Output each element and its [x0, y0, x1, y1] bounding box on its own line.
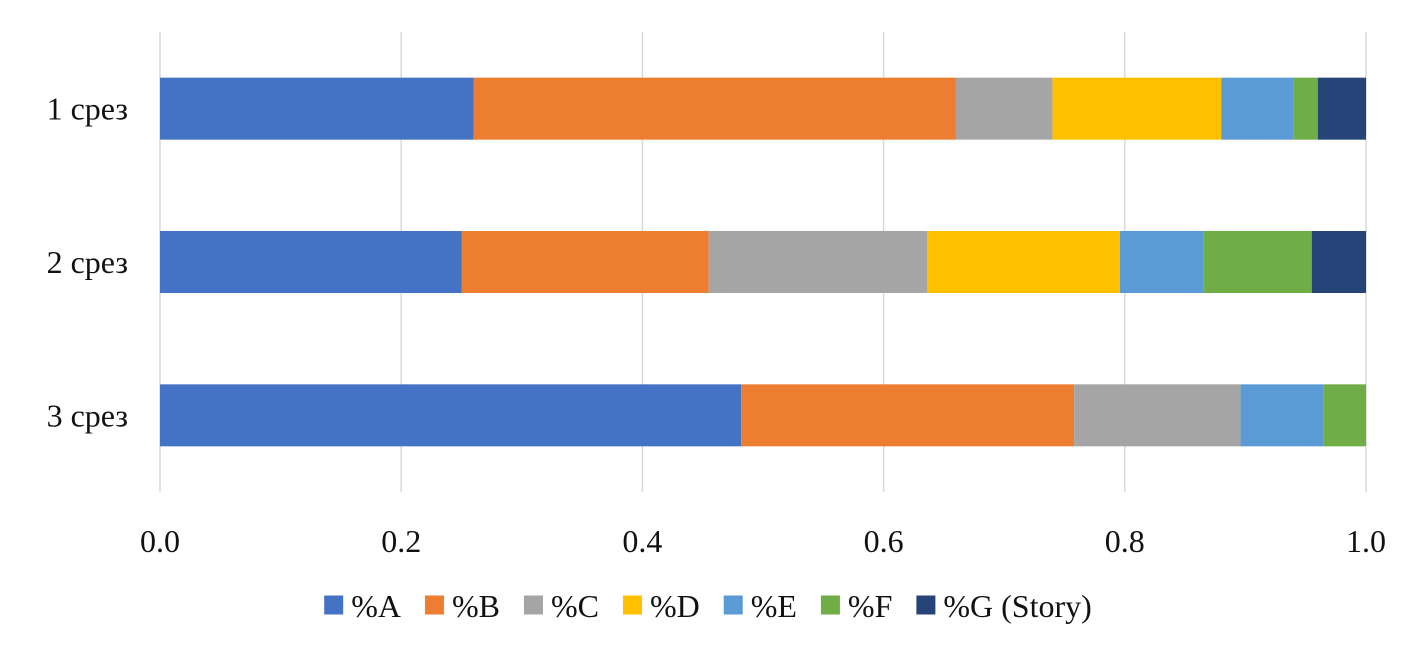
- legend-item-3: %D: [622, 588, 700, 624]
- x-tick-label: 0.0: [140, 523, 180, 559]
- legend-item-1: %B: [424, 588, 500, 624]
- legend-label: %D: [650, 588, 700, 624]
- category-label-1: 1 срез: [47, 91, 128, 127]
- bar-segment-3-2: [1074, 384, 1241, 447]
- legend-item-2: %C: [523, 588, 599, 624]
- legend-swatch: [820, 595, 840, 615]
- legend-item-6: %G (Story): [916, 588, 1092, 624]
- x-axis: 0.0 0.2 0.4 0.6 0.8 1.0: [140, 523, 1386, 559]
- x-tick-label: 0.2: [381, 523, 421, 559]
- legend-label: %A: [351, 588, 401, 624]
- legend-swatch: [916, 595, 936, 615]
- bar-segment-1-6: [1317, 77, 1366, 140]
- legend-label: %B: [452, 588, 500, 624]
- bar-segment-2-2: [708, 231, 928, 293]
- bars-layer: [160, 77, 1366, 447]
- legend-item-5: %F: [820, 588, 892, 624]
- y-axis: 1 срез 2 срез 3 срез: [47, 91, 128, 434]
- bar-segment-3-1: [741, 384, 1075, 447]
- legend-label: %E: [751, 588, 797, 624]
- bar-segment-1-4: [1221, 77, 1294, 140]
- x-tick-label: 0.4: [622, 523, 662, 559]
- bar-segment-2-1: [461, 231, 709, 293]
- legend-label: %C: [551, 588, 599, 624]
- x-tick-label: 0.8: [1105, 523, 1145, 559]
- bar-segment-2-6: [1311, 231, 1366, 293]
- x-tick-label: 0.6: [864, 523, 904, 559]
- bar-segment-2-5: [1203, 231, 1312, 293]
- legend-swatch: [723, 595, 743, 615]
- legend-swatch: [622, 595, 642, 615]
- legend-label: %F: [848, 588, 892, 624]
- bar-segment-3-4: [1240, 384, 1324, 447]
- bar-segment-2-0: [160, 231, 462, 293]
- bar-segment-1-2: [955, 77, 1053, 140]
- bar-segment-1-1: [473, 77, 956, 140]
- bar-segment-2-3: [927, 231, 1120, 293]
- legend: %A %B %C %D %E %F %G (Story): [324, 588, 1092, 624]
- legend-label: %G (Story): [943, 588, 1091, 624]
- x-tick-label: 1.0: [1346, 523, 1386, 559]
- bar-segment-1-5: [1293, 77, 1318, 140]
- bar-segment-1-0: [160, 77, 474, 140]
- bar-segment-3-0: [160, 384, 742, 447]
- legend-item-0: %A: [324, 588, 401, 624]
- category-label-2: 2 срез: [47, 244, 128, 280]
- legend-swatch: [424, 595, 444, 615]
- bar-segment-2-4: [1119, 231, 1204, 293]
- legend-swatch: [523, 595, 543, 615]
- category-label-3: 3 срез: [47, 397, 128, 433]
- bar-segment-1-3: [1052, 77, 1222, 140]
- legend-item-4: %E: [723, 588, 797, 624]
- legend-swatch: [324, 595, 344, 615]
- bar-segment-3-5: [1323, 384, 1366, 447]
